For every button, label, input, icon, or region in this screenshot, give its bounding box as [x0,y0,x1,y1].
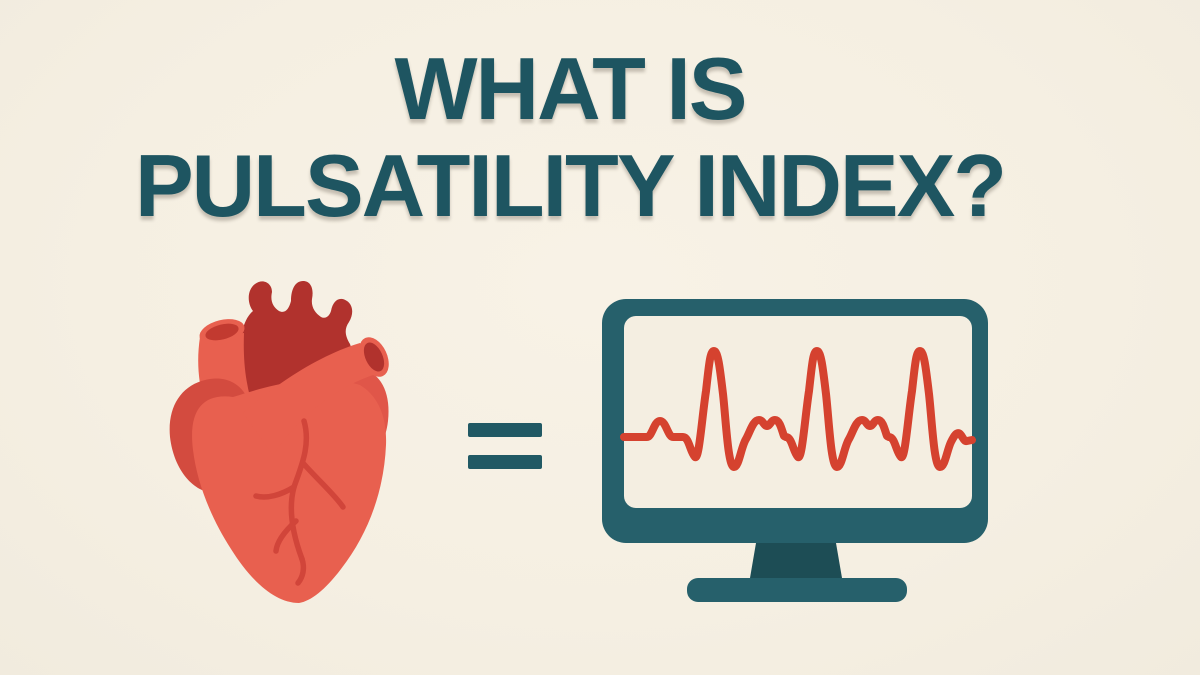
equals-bar-bottom [468,455,542,469]
coronary-arteries [253,418,346,586]
title-line-1: WHAT IS [394,39,748,138]
monitor-screen [624,316,972,508]
ecg-waveform [620,347,976,471]
vena-cava-opening-lumen [205,323,239,341]
anatomical-heart-icon [169,281,389,603]
pulmonary-artery-lumen [363,342,385,372]
pulmonary-artery [243,343,387,455]
coronary-branch-left [253,484,297,500]
monitor-stand-neck [750,543,842,578]
equals-bar-top [468,423,542,437]
coronary-twig [295,556,307,586]
monitor-stand-base [687,578,907,602]
page-title: WHAT IS PULSATILITY INDEX? [0,40,1170,234]
equals-icon [468,423,542,469]
title-line-2: PULSATILITY INDEX? [134,136,1007,235]
coronary-branch-lower [273,518,299,554]
heart-rate-monitor-icon [602,299,988,602]
coronary-branch-right [300,460,346,510]
